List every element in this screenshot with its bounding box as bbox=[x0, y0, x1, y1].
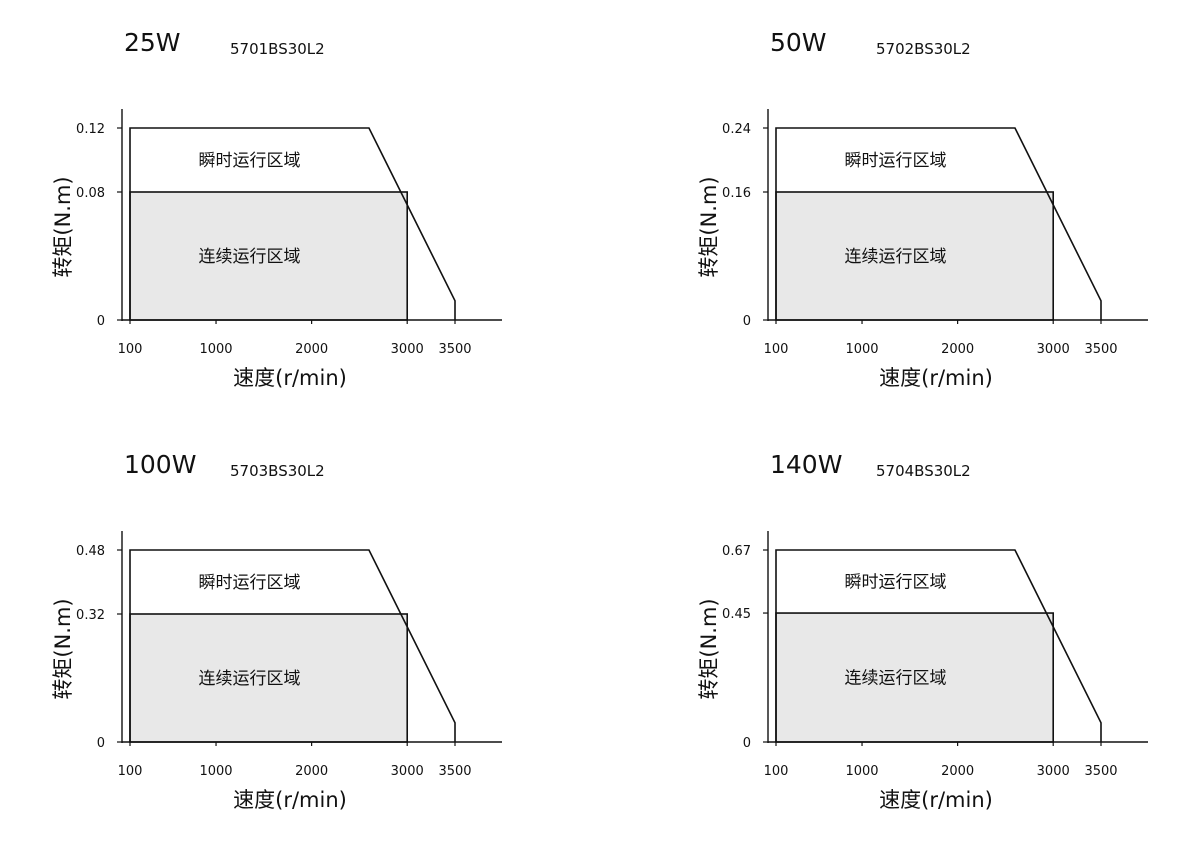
y-tick-label: 0.12 bbox=[76, 122, 105, 137]
chart-panel-4: 140W 5704BS30L2 0 0.45 0.67 100 1000 2000 3000… bbox=[686, 442, 1200, 842]
x-tick-label: 3500 bbox=[438, 764, 471, 779]
power-rating: 100W bbox=[124, 450, 197, 479]
x-tick-label: 3000 bbox=[391, 764, 424, 779]
x-tick-label: 3500 bbox=[1084, 342, 1117, 357]
continuous-region-label: 连续运行区域 bbox=[844, 247, 946, 267]
x-tick-label: 100 bbox=[118, 764, 143, 779]
y-tick-label: 0.45 bbox=[722, 607, 751, 622]
torque-speed-chart: 0 0.08 0.12 100 1000 2000 3000 3500 瞬时运行区域连续运行区域… bbox=[51, 109, 502, 390]
continuous-region bbox=[129, 613, 409, 743]
continuous-region-label: 连续运行区域 bbox=[198, 247, 300, 267]
x-tick-label: 2000 bbox=[295, 764, 328, 779]
y-tick-label: 0.67 bbox=[722, 544, 751, 559]
model-number: 5704BS30L2 bbox=[876, 462, 971, 480]
model-number: 5701BS30L2 bbox=[230, 40, 325, 58]
continuous-region bbox=[129, 191, 409, 321]
x-tick-label: 100 bbox=[764, 342, 789, 357]
x-tick-label: 1000 bbox=[199, 764, 232, 779]
power-rating: 50W bbox=[770, 28, 827, 57]
y-axis-title: 转矩(N.m) bbox=[697, 598, 721, 699]
y-tick-label: 0.48 bbox=[76, 544, 105, 559]
y-tick-label: 0 bbox=[743, 736, 751, 751]
y-tick-label: 0 bbox=[97, 736, 105, 751]
y-axis-title: 转矩(N.m) bbox=[51, 176, 75, 277]
x-tick-label: 2000 bbox=[941, 764, 974, 779]
y-tick-label: 0 bbox=[97, 314, 105, 329]
torque-speed-chart: 0 0.32 0.48 100 1000 2000 3000 3500 瞬时运行区域连续运行区域… bbox=[51, 531, 502, 812]
x-tick-label: 3000 bbox=[1037, 342, 1070, 357]
x-tick-label: 3500 bbox=[438, 342, 471, 357]
x-axis-title: 速度(r/min) bbox=[879, 366, 993, 390]
y-tick-label: 0.08 bbox=[76, 186, 105, 201]
instant-boundary-line bbox=[775, 127, 1102, 320]
x-tick-label: 3500 bbox=[1084, 764, 1117, 779]
x-tick-label: 1000 bbox=[845, 764, 878, 779]
x-axis-title: 速度(r/min) bbox=[233, 788, 347, 812]
model-number: 5702BS30L2 bbox=[876, 40, 971, 58]
y-tick-label: 0.24 bbox=[722, 122, 751, 137]
instant-boundary-line bbox=[129, 549, 456, 742]
x-axis-title: 速度(r/min) bbox=[233, 366, 347, 390]
instant-region-label: 瞬时运行区域 bbox=[198, 151, 300, 171]
torque-speed-chart: 0 0.45 0.67 100 1000 2000 3000 3500 瞬时运行区域连续运行区域… bbox=[697, 531, 1148, 812]
x-tick-label: 3000 bbox=[391, 342, 424, 357]
continuous-region-label: 连续运行区域 bbox=[198, 669, 300, 689]
continuous-region-label: 连续运行区域 bbox=[844, 669, 946, 689]
y-axis-title: 转矩(N.m) bbox=[697, 176, 721, 277]
y-tick-label: 0 bbox=[743, 314, 751, 329]
y-tick-label: 0.16 bbox=[722, 186, 751, 201]
x-tick-label: 2000 bbox=[941, 342, 974, 357]
chart-panel-3: 100W 5703BS30L2 0 0.32 0.48 100 1000 2000 3000… bbox=[40, 442, 600, 842]
instant-region-label: 瞬时运行区域 bbox=[844, 573, 946, 593]
instant-region-label: 瞬时运行区域 bbox=[198, 573, 300, 593]
x-tick-label: 3000 bbox=[1037, 764, 1070, 779]
torque-speed-chart: 0 0.16 0.24 100 1000 2000 3000 3500 瞬时运行区域连续运行区域… bbox=[697, 109, 1148, 390]
x-tick-label: 100 bbox=[764, 764, 789, 779]
continuous-region bbox=[775, 612, 1055, 743]
model-number: 5703BS30L2 bbox=[230, 462, 325, 480]
power-rating: 140W bbox=[770, 450, 843, 479]
chart-panel-2: 50W 5702BS30L2 0 0.16 0.24 100 1000 2000 3000 3… bbox=[686, 20, 1200, 420]
x-tick-label: 1000 bbox=[845, 342, 878, 357]
power-rating: 25W bbox=[124, 28, 181, 57]
x-tick-label: 2000 bbox=[295, 342, 328, 357]
instant-boundary-line bbox=[775, 549, 1102, 742]
x-axis-title: 速度(r/min) bbox=[879, 788, 993, 812]
y-axis-title: 转矩(N.m) bbox=[51, 598, 75, 699]
instant-region-label: 瞬时运行区域 bbox=[844, 151, 946, 171]
chart-panel-1: 25W 5701BS30L2 0 0.08 0.12 100 1000 2000 3000 3… bbox=[40, 20, 600, 420]
y-tick-label: 0.32 bbox=[76, 608, 105, 623]
instant-boundary-line bbox=[129, 127, 456, 320]
x-tick-label: 100 bbox=[118, 342, 143, 357]
x-tick-label: 1000 bbox=[199, 342, 232, 357]
